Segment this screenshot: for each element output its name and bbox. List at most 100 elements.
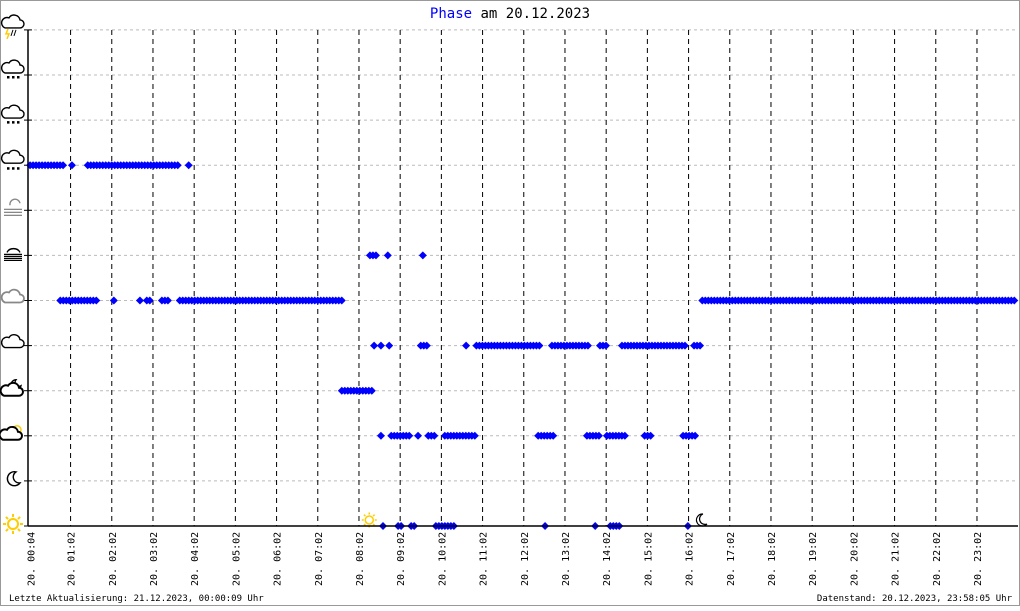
data-point: [59, 161, 68, 170]
thunderstorm-icon: [0, 14, 25, 40]
x-tick-label: 20. 21:02: [891, 532, 902, 586]
x-tick-label: 20. 15:02: [643, 532, 654, 586]
cloud-shape: [0, 59, 25, 74]
rain-drop: [17, 167, 20, 170]
rain-drop: [12, 167, 15, 170]
sun-ray: [17, 516, 21, 520]
x-tick-label: 20. 04:02: [190, 532, 201, 586]
data-point: [462, 341, 471, 350]
data-point: [173, 161, 182, 170]
x-tick-label: 20. 19:02: [808, 532, 819, 586]
x-tick-label: 20. 09:02: [396, 532, 407, 586]
x-tick-label: 20. 01:02: [67, 532, 78, 586]
data-point: [470, 431, 479, 440]
cloud-shape: [9, 198, 21, 206]
x-tick-label: 20. 17:02: [726, 532, 737, 586]
data-point: [535, 341, 544, 350]
moon-shape: [695, 513, 708, 527]
snow-flake: [7, 76, 10, 79]
footer-last-update: Letzte Aktualisierung: 21.12.2023, 00:00…: [9, 594, 264, 604]
chart-title: Phase am 20.12.2023: [430, 6, 590, 22]
data-point: [680, 341, 689, 350]
data-point: [418, 251, 427, 260]
sun-ray: [363, 523, 366, 526]
chart-title-highlight: Phase: [430, 6, 472, 22]
sunset-moon-icon: [695, 513, 708, 527]
data-point: [371, 251, 380, 260]
x-tick-label: 20. 14:02: [602, 532, 613, 586]
moon-shape: [6, 471, 22, 487]
cloud-shape: [0, 104, 25, 119]
data-point: [367, 386, 376, 395]
rain-drop: [10, 29, 14, 37]
x-tick-label: 20. 13:02: [561, 532, 572, 586]
cloud-shape: [0, 149, 25, 164]
fog-icon: [4, 247, 22, 261]
data-point: [385, 341, 394, 350]
data-point: [376, 341, 385, 350]
x-tick-label: 20. 23:02: [973, 532, 984, 586]
sun-ray: [372, 523, 376, 526]
cloudy-icon: [0, 334, 25, 349]
x-tick-label: 20. 02:02: [108, 532, 119, 586]
data-point: [696, 341, 705, 350]
clear-day-icon: [3, 514, 23, 534]
data-point: [405, 431, 414, 440]
x-tick-label: 20. 08:02: [355, 532, 366, 586]
data-point: [67, 161, 76, 170]
cloud-shape: [0, 288, 25, 304]
data-point: [594, 431, 603, 440]
sun-core: [7, 518, 19, 530]
x-tick-label: 20. 06:02: [273, 532, 284, 586]
snow-flake: [17, 121, 20, 124]
data-point: [145, 296, 154, 305]
data-point: [370, 341, 379, 350]
sun-ray: [363, 514, 366, 517]
data-point: [184, 161, 193, 170]
snow-flake: [7, 121, 10, 124]
sun-ray: [5, 528, 9, 532]
sunrise-sun-icon: [361, 512, 377, 528]
x-tick-label: 20. 00:04: [27, 532, 38, 586]
cloud-shape: [0, 381, 24, 397]
cloud-shape: [6, 247, 21, 253]
partly-cloudy-day-icon: [0, 425, 23, 441]
chart-title-date: am 20.12.2023: [481, 6, 591, 22]
x-tick-label: 20. 11:02: [479, 532, 490, 586]
sleet-icon: [0, 104, 25, 124]
fog-partial-icon: [4, 198, 22, 216]
data-point: [109, 296, 118, 305]
data-point: [583, 341, 592, 350]
x-tick-label: 20. 07:02: [314, 532, 325, 586]
rain-icon: [0, 149, 25, 170]
data-point: [1010, 296, 1019, 305]
x-tick-label: 20. 05:02: [231, 532, 242, 586]
data-point: [163, 296, 172, 305]
rain-drop: [7, 167, 10, 170]
x-tick-label: 20. 20:02: [849, 532, 860, 586]
data-point: [601, 341, 610, 350]
overcast-icon: [0, 288, 25, 304]
x-tick-label: 20. 16:02: [685, 532, 696, 586]
x-tick-label: 20. 22:02: [932, 532, 943, 586]
data-point: [430, 431, 439, 440]
data-point: [92, 296, 101, 305]
sun-ray: [5, 516, 9, 520]
data-point: [646, 431, 655, 440]
cloud-shape: [0, 425, 23, 441]
cloud-shape: [0, 14, 25, 29]
data-point: [414, 431, 423, 440]
lightning-shape: [4, 28, 11, 40]
data-point: [337, 296, 346, 305]
sun-ray: [17, 528, 21, 532]
x-tick-label: 20. 12:02: [520, 532, 531, 586]
data-point: [691, 431, 700, 440]
data-point: [549, 431, 558, 440]
snow-flake: [17, 76, 20, 79]
data-point: [135, 296, 144, 305]
x-tick-label: 20. 03:02: [149, 532, 160, 586]
rain-drop: [13, 29, 17, 37]
x-tick-label: 20. 10:02: [437, 532, 448, 586]
